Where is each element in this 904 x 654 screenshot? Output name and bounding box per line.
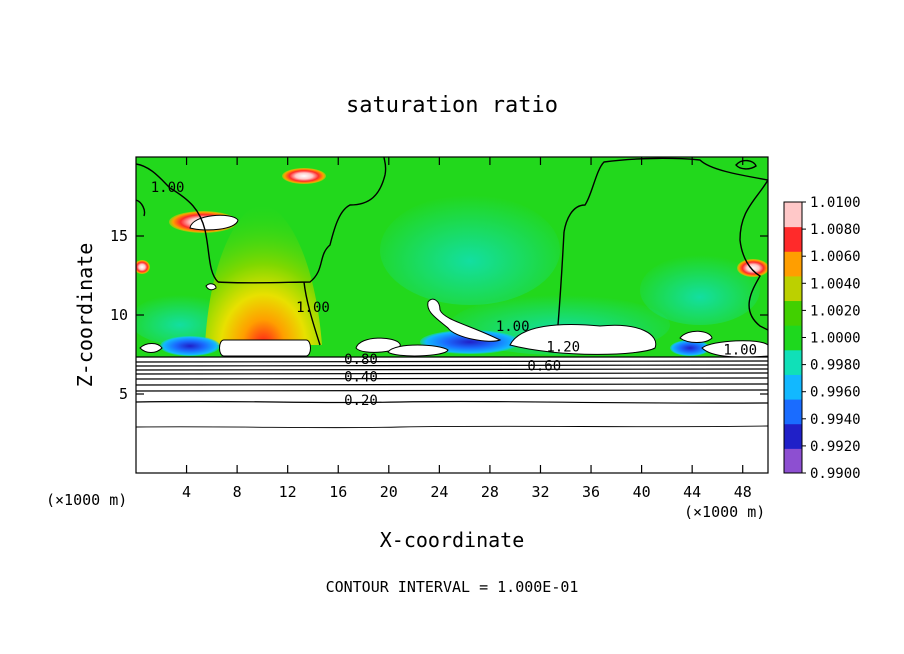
- colorbar: 0.9900 0.9920 0.9940 0.9960 0.9980 1.0000 1.00…: [783, 195, 861, 482]
- colorbar-swatch: [784, 226, 802, 252]
- colorbar-label: 0.9940: [810, 412, 861, 428]
- colorbar-label: 0.9920: [810, 439, 861, 455]
- high-saturation-patch: [136, 260, 150, 274]
- colorbar-swatch: [784, 448, 802, 474]
- contour-label: 0.80: [344, 352, 378, 368]
- x-tick-label: 12: [279, 483, 297, 501]
- colorbar-label: 0.9900: [810, 466, 861, 482]
- contour-labels: 1.00 1.00 1.00 1.20 0.60 0.800.40 0.20 1.00: [151, 180, 757, 409]
- x-tick-label: 28: [481, 483, 499, 501]
- colorbar-label: 1.0080: [810, 222, 861, 238]
- contour-label: 1.20: [546, 339, 580, 355]
- x-tick-label: 16: [329, 483, 347, 501]
- y-axis: 5 10 15: [110, 227, 768, 403]
- x-axis: 4 8 12 16 20 24 28 32 36 40 44 48: [182, 157, 752, 501]
- colorbar-label: 1.0020: [810, 303, 861, 319]
- x-tick-label: 44: [683, 483, 701, 501]
- colorbar-label: 1.0000: [810, 331, 861, 347]
- x-tick-label: 4: [182, 483, 191, 501]
- contour-lines-lower: [136, 356, 768, 429]
- contour-lines-upper: [136, 157, 768, 346]
- colorbar-swatch: [784, 349, 802, 375]
- colorbar-label: 0.9960: [810, 385, 861, 401]
- colorbar-swatch: [784, 202, 802, 228]
- y-tick-label: 15: [110, 227, 128, 245]
- colorbar-label: 1.0040: [810, 276, 861, 292]
- z-axis-label: Z-coordinate: [73, 243, 97, 388]
- cyan-region: [640, 255, 760, 325]
- colorbar-swatch: [784, 399, 802, 425]
- high-saturation-patch: [282, 168, 326, 184]
- contour-label: 1.00: [151, 180, 185, 196]
- cloud-regions: [139, 214, 768, 358]
- colorbar-label: 0.9980: [810, 358, 861, 374]
- cyan-region: [380, 195, 560, 305]
- contour-label: 1.00: [496, 319, 530, 335]
- colorbar-swatch: [784, 275, 802, 302]
- x-tick-label: 8: [233, 483, 242, 501]
- subsaturated-layer: [136, 357, 768, 473]
- y-tick-label: 5: [119, 385, 128, 403]
- x-tick-label: 48: [734, 483, 752, 501]
- x-tick-label: 32: [531, 483, 549, 501]
- colorbar-label: 1.0100: [810, 195, 861, 211]
- contour-interval-note: CONTOUR INTERVAL = 1.000E-01: [326, 578, 579, 596]
- y-tick-label: 10: [110, 306, 128, 324]
- supersaturated-plume: [205, 205, 322, 345]
- x-axis-label: X-coordinate: [380, 528, 525, 552]
- low-saturation-pocket: [160, 336, 220, 356]
- colorbar-swatch: [784, 300, 802, 326]
- colorbar-swatch: [784, 251, 802, 277]
- colorbar-swatch: [784, 423, 802, 449]
- x-tick-label: 24: [430, 483, 448, 501]
- low-saturation-pocket: [670, 340, 710, 356]
- contour-label: 0.40: [344, 369, 378, 385]
- high-saturation-patch: [737, 259, 768, 277]
- colorbar-label: 1.0060: [810, 249, 861, 265]
- plot-field: [136, 157, 768, 473]
- chart-title: saturation ratio: [346, 93, 558, 118]
- x-unit-label: (×1000 m): [684, 503, 765, 521]
- x-tick-label: 20: [380, 483, 398, 501]
- colorbar-swatch: [784, 325, 802, 351]
- colorbar-swatch: [784, 374, 802, 400]
- contour-label: 0.20: [344, 393, 378, 409]
- contour-label: 0.60: [527, 358, 561, 374]
- contour-label: 1.00: [723, 343, 757, 359]
- contour-label: 1.00: [296, 300, 330, 316]
- x-tick-label: 40: [633, 483, 651, 501]
- z-unit-label: (×1000 m): [46, 491, 127, 509]
- x-tick-label: 36: [582, 483, 600, 501]
